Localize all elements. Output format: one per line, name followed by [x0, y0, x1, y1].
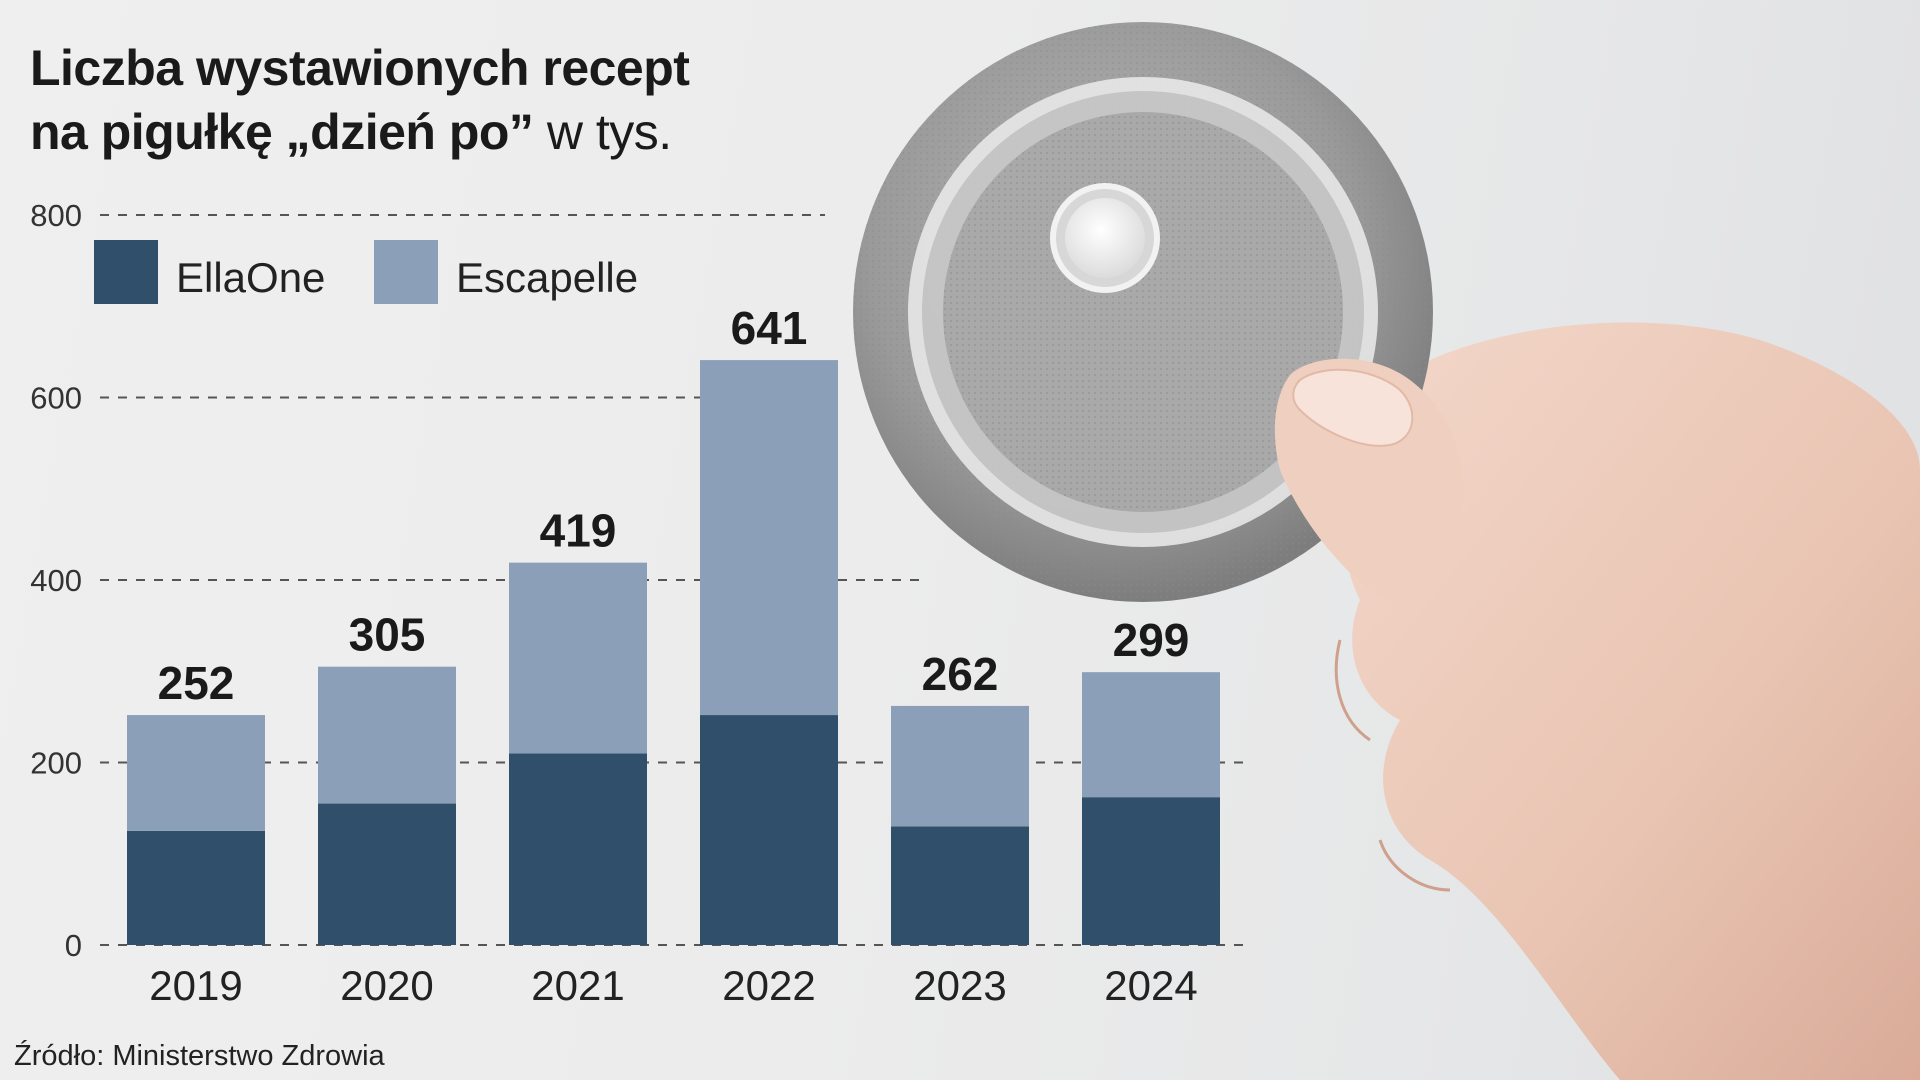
bar-segment-ellaone	[127, 830, 265, 945]
bar-segment-escapelle	[127, 715, 265, 831]
bar-total-label: 252	[158, 657, 235, 709]
x-tick-label: 2019	[149, 962, 242, 1009]
y-tick-label: 200	[30, 746, 82, 781]
bar-segment-ellaone	[700, 715, 838, 945]
bar-total-label: 299	[1113, 614, 1190, 666]
legend-label-escapelle: Escapelle	[456, 254, 638, 301]
bar-segment-escapelle	[891, 705, 1029, 827]
bar-segment-ellaone	[891, 826, 1029, 945]
bar-segment-ellaone	[1082, 797, 1220, 945]
legend: EllaOne Escapelle	[94, 240, 638, 304]
x-tick-label: 2023	[913, 962, 1006, 1009]
legend-swatch-escapelle	[374, 240, 438, 304]
title-unit: w tys.	[546, 104, 672, 160]
x-tick-label: 2024	[1104, 962, 1197, 1009]
bars	[127, 360, 1220, 945]
title-line-1: Liczba wystawionych recept	[30, 40, 690, 96]
x-tick-label: 2020	[340, 962, 433, 1009]
x-tick-label: 2021	[531, 962, 624, 1009]
bar-segment-ellaone	[318, 803, 456, 945]
source-note: Źródło: Ministerstwo Zdrowia	[14, 1040, 385, 1072]
x-axis-ticks: 2019 2020 2021 2022 2023 2024	[149, 962, 1197, 1009]
bar-total-label: 641	[731, 302, 808, 354]
title-line-2-bold: na pigułkę „dzień po”	[30, 104, 534, 160]
bar-totals: 252 305 419 641 262 299	[158, 302, 1190, 709]
gridlines	[100, 214, 1250, 946]
y-tick-label: 0	[65, 928, 82, 963]
y-tick-label: 400	[30, 563, 82, 598]
bar-segment-ellaone	[509, 753, 647, 945]
y-tick-label: 600	[30, 381, 82, 416]
bar-total-label: 305	[349, 609, 426, 661]
bar-total-label: 262	[922, 648, 999, 700]
title-line-2: na pigułkę „dzień po” w tys.	[30, 100, 689, 164]
y-axis-ticks: 0 200 400 600 800	[30, 198, 82, 963]
legend-swatch-ellaone	[94, 240, 158, 304]
bar-total-label: 419	[540, 505, 617, 557]
bar-segment-escapelle	[318, 666, 456, 804]
x-tick-label: 2022	[722, 962, 815, 1009]
legend-label-ellaone: EllaOne	[176, 254, 325, 301]
chart-title: Liczba wystawionych recept na pigułkę „d…	[30, 36, 690, 164]
bar-segment-escapelle	[700, 360, 838, 716]
bar-segment-escapelle	[509, 562, 647, 754]
y-tick-label: 800	[30, 198, 82, 233]
bar-segment-escapelle	[1082, 672, 1220, 798]
